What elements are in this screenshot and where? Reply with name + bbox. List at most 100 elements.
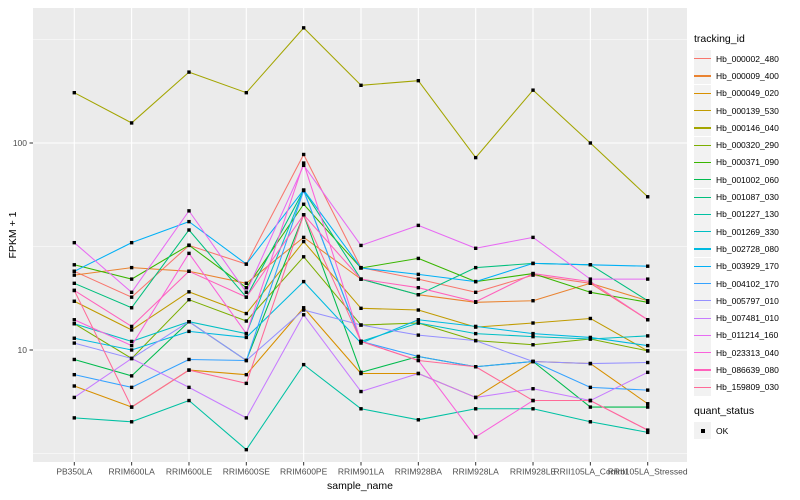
data-point — [244, 358, 249, 363]
legend-item-label: Hb_001002_060 — [716, 174, 779, 185]
data-point — [646, 318, 650, 322]
data-point — [473, 265, 478, 270]
legend-item-Hb_004102_170: Hb_004102_170 — [694, 275, 800, 292]
data-point — [416, 308, 421, 312]
data-point — [72, 273, 76, 277]
data-point — [72, 321, 76, 326]
data-point — [301, 239, 306, 244]
data-point — [531, 261, 535, 266]
data-point — [531, 331, 535, 336]
legend-item-quant-OK: OK — [694, 422, 800, 440]
legend-item-Hb_001002_060: Hb_001002_060 — [694, 171, 800, 189]
data-point — [588, 290, 593, 294]
data-point — [473, 331, 478, 336]
legend-items-quant-status: OK — [694, 422, 800, 440]
data-point — [129, 121, 134, 125]
legend-item-Hb_000049_020: Hb_000049_020 — [694, 84, 800, 102]
data-point — [416, 358, 421, 363]
x-tick-label: RRII105LA_Stressed — [608, 467, 688, 477]
legend-item-Hb_001227_130: Hb_001227_130 — [694, 205, 800, 223]
data-point — [531, 88, 535, 92]
data-point — [416, 318, 421, 322]
legend-item-Hb_001087_030: Hb_001087_030 — [694, 188, 800, 206]
data-point — [187, 368, 191, 372]
data-point — [646, 343, 650, 348]
data-point — [72, 357, 76, 362]
data-point — [244, 381, 249, 386]
data-point — [187, 398, 191, 403]
legend-item-label: Hb_086639_080 — [716, 364, 779, 375]
data-point — [416, 354, 421, 359]
legend-key-line-icon — [694, 326, 711, 344]
data-point — [646, 430, 650, 435]
data-point — [531, 235, 535, 240]
data-point — [301, 308, 306, 312]
data-point — [531, 398, 535, 403]
data-point — [416, 321, 421, 325]
data-point — [301, 213, 306, 217]
data-point — [187, 357, 191, 362]
data-point — [187, 251, 191, 256]
x-tick-label: RRIM600LA — [108, 467, 155, 477]
data-point — [72, 341, 76, 345]
data-point — [588, 361, 593, 366]
data-point — [187, 329, 191, 334]
data-point — [244, 319, 249, 323]
data-point — [359, 306, 363, 311]
data-point — [129, 290, 134, 294]
data-point — [129, 356, 134, 361]
data-point — [72, 416, 76, 420]
legend-key-line-icon — [694, 223, 711, 241]
data-point — [244, 372, 249, 377]
legend-item-Hb_001269_330: Hb_001269_330 — [694, 223, 800, 241]
data-point — [473, 300, 478, 304]
data-point — [416, 223, 421, 228]
legend-key-line-icon — [694, 102, 711, 120]
data-point — [531, 407, 535, 411]
x-tick-label: RRIM600PE — [280, 467, 328, 477]
data-point — [244, 311, 249, 316]
data-point — [646, 264, 650, 268]
data-point — [244, 281, 249, 286]
data-point — [129, 343, 134, 348]
legend-key-line-icon — [694, 50, 711, 68]
data-point — [473, 155, 478, 160]
data-point — [473, 324, 478, 329]
data-point — [72, 299, 76, 303]
legend-key-line-icon — [694, 205, 711, 223]
data-point — [588, 279, 593, 284]
data-point — [129, 265, 134, 270]
legend-item-label: Hb_023313_040 — [716, 347, 779, 358]
data-point — [301, 163, 306, 168]
data-point — [531, 299, 535, 303]
data-point — [72, 90, 76, 95]
data-point — [473, 407, 478, 411]
axis-tick-labels: 100 10 PB350LA RRIM600LA RRIM600LE RRIM600SE R… — [13, 138, 688, 477]
legend-key-point-icon — [694, 422, 711, 440]
legend-item-label: Hb_159809_030 — [716, 382, 779, 393]
data-point — [244, 335, 249, 340]
data-point — [416, 333, 421, 337]
legend-item-label: Hb_000371_090 — [716, 157, 779, 168]
data-point — [646, 299, 650, 303]
data-point — [588, 316, 593, 321]
data-point — [129, 374, 134, 378]
legend-key-line-icon — [694, 257, 711, 275]
data-point — [531, 271, 535, 276]
data-point — [187, 290, 191, 294]
data-point — [473, 279, 478, 284]
data-point — [129, 277, 134, 281]
data-point — [187, 209, 191, 213]
data-point — [416, 256, 421, 261]
legend-item-Hb_023313_040: Hb_023313_040 — [694, 344, 800, 362]
data-point — [187, 243, 191, 247]
data-point — [588, 405, 593, 409]
legend-item-label: Hb_001087_030 — [716, 192, 779, 203]
data-point — [301, 152, 306, 157]
x-tick-label: RRIM928BA — [395, 467, 443, 477]
data-point — [301, 306, 306, 310]
data-point — [359, 266, 363, 270]
data-point — [359, 243, 363, 248]
legend-key-line-icon — [694, 344, 711, 362]
data-point — [588, 335, 593, 340]
